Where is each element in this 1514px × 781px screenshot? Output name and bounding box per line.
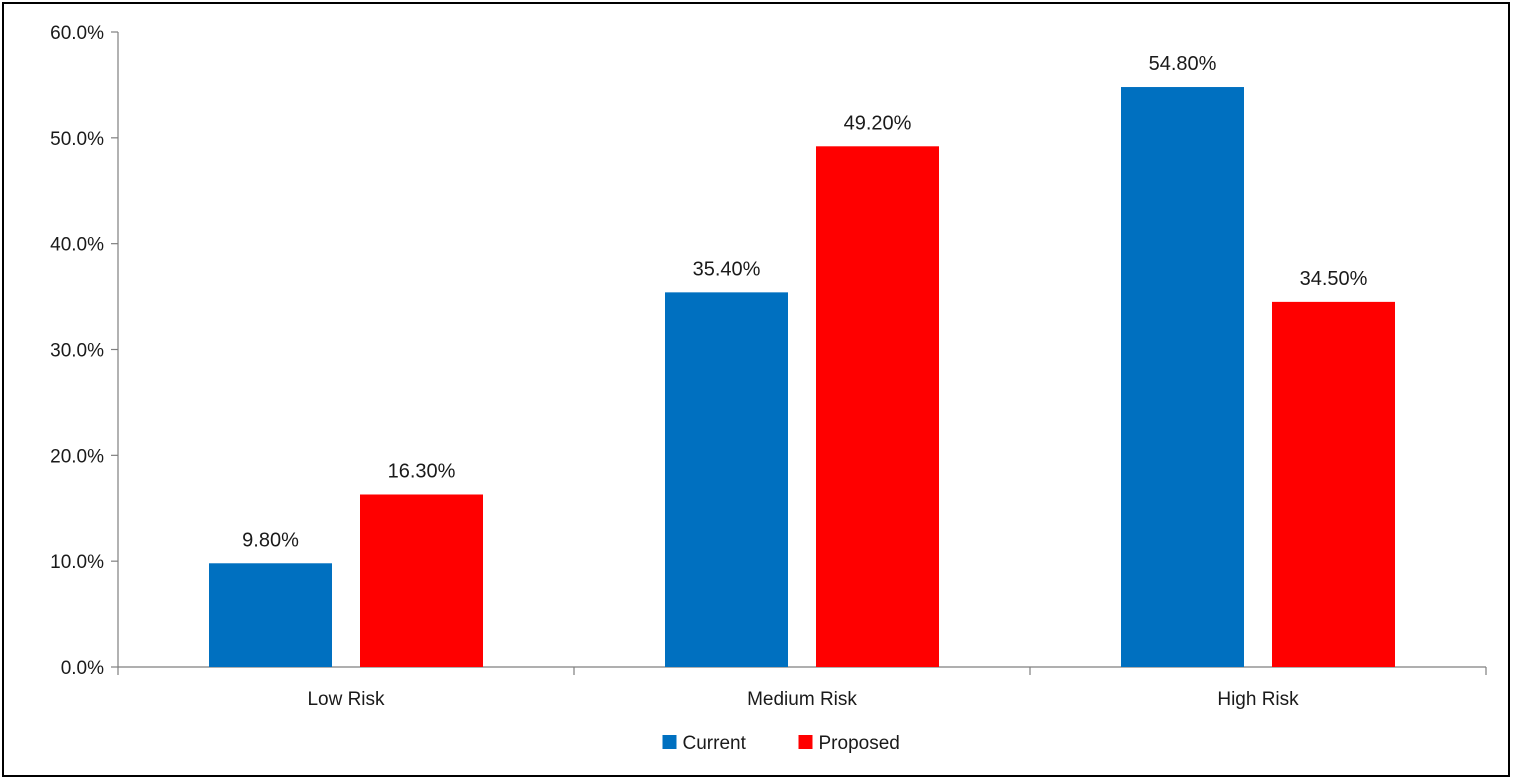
legend-label-proposed: Proposed — [819, 733, 900, 754]
bar-current-low-risk — [209, 563, 332, 667]
legend-label-current: Current — [683, 733, 747, 754]
bars — [209, 87, 1395, 668]
y-tick-label: 10.0% — [50, 552, 104, 573]
y-axis: 0.0% 10.0% 20.0% 30.0% 40.0% 50.0% 60.0% — [50, 23, 119, 679]
x-category-label: Medium Risk — [747, 689, 857, 710]
x-category-label: Low Risk — [307, 689, 385, 710]
bar-current-high-risk — [1121, 87, 1244, 668]
data-label: 49.20% — [844, 112, 912, 134]
y-tick-label: 50.0% — [50, 129, 104, 150]
legend-swatch-current — [662, 735, 677, 749]
bar-proposed-low-risk — [360, 494, 483, 667]
x-category-label: High Risk — [1217, 689, 1299, 710]
data-label: 35.40% — [693, 258, 761, 280]
y-tick-label: 60.0% — [50, 23, 104, 44]
data-label: 9.80% — [242, 529, 299, 551]
legend-swatch-proposed — [798, 735, 813, 749]
y-tick-label: 20.0% — [50, 446, 104, 467]
data-label: 16.30% — [388, 460, 456, 482]
data-label: 34.50% — [1300, 268, 1368, 290]
y-tick-label: 40.0% — [50, 235, 104, 256]
x-axis: Low Risk Medium Risk High Risk — [117, 666, 1487, 710]
data-labels: 9.80% 16.30% 35.40% 49.20% 54.80% 34.50% — [242, 53, 1367, 551]
y-tick-label: 30.0% — [50, 341, 104, 362]
legend: Current Proposed — [662, 733, 900, 754]
y-tick-label: 0.0% — [61, 658, 104, 679]
bar-proposed-high-risk — [1272, 301, 1395, 667]
bar-proposed-medium-risk — [816, 146, 939, 668]
bar-current-medium-risk — [665, 292, 788, 667]
data-label: 54.80% — [1149, 53, 1217, 75]
